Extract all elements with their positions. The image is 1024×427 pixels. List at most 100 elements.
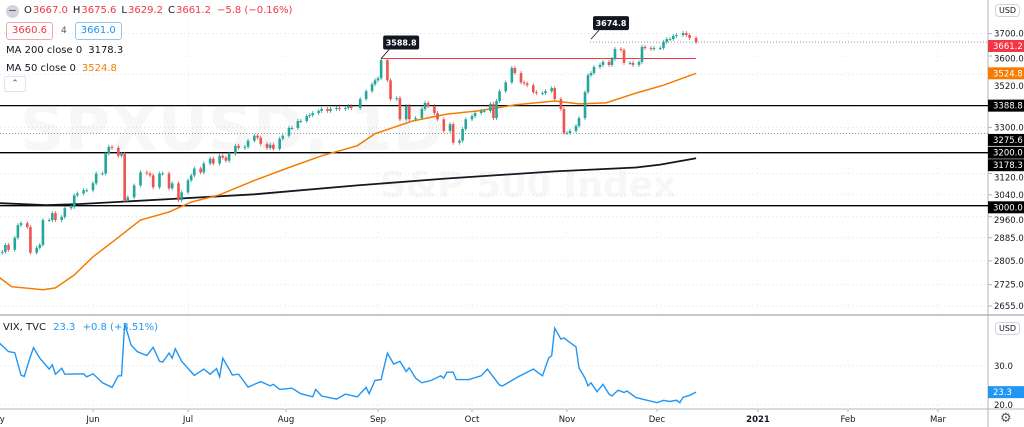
candle[interactable]: [41, 218, 45, 247]
candle[interactable]: [69, 205, 73, 211]
candle[interactable]: [358, 97, 362, 111]
candle[interactable]: [513, 65, 517, 76]
candle[interactable]: [492, 101, 495, 121]
candle[interactable]: [139, 170, 142, 188]
candle[interactable]: [299, 118, 303, 123]
candle[interactable]: [559, 97, 563, 111]
candle[interactable]: [180, 190, 183, 203]
candle[interactable]: [364, 89, 368, 102]
candle[interactable]: [76, 191, 79, 198]
candle[interactable]: [662, 39, 665, 51]
vix-line[interactable]: [0, 323, 697, 404]
candle[interactable]: [643, 44, 647, 51]
candle[interactable]: [395, 96, 399, 102]
currency-button-vix[interactable]: USD: [995, 322, 1021, 335]
candle[interactable]: [85, 188, 89, 193]
candle[interactable]: [193, 166, 196, 178]
candle[interactable]: [281, 133, 285, 141]
candle[interactable]: [622, 48, 626, 65]
candle[interactable]: [652, 46, 656, 51]
candle[interactable]: [0, 249, 4, 255]
candle[interactable]: [91, 181, 95, 193]
candle[interactable]: [186, 178, 190, 195]
candle[interactable]: [525, 81, 529, 88]
candle[interactable]: [489, 101, 492, 113]
candle[interactable]: [688, 33, 691, 40]
candle[interactable]: [541, 91, 544, 96]
candle[interactable]: [110, 144, 114, 150]
candle[interactable]: [208, 156, 212, 166]
candle[interactable]: [495, 98, 498, 121]
candle[interactable]: [218, 153, 221, 166]
candle[interactable]: [344, 106, 347, 111]
candle[interactable]: [498, 89, 501, 103]
candle[interactable]: [504, 80, 508, 94]
vix-legend[interactable]: VIX, TVC 23.3 +0.8 (+3.51%): [3, 322, 158, 333]
candle[interactable]: [311, 111, 315, 118]
buy-button[interactable]: 3661.0: [74, 22, 122, 40]
candle[interactable]: [531, 83, 535, 95]
candle[interactable]: [565, 130, 569, 135]
candle[interactable]: [349, 104, 353, 111]
candle[interactable]: [347, 104, 350, 111]
candle[interactable]: [649, 46, 653, 51]
candle[interactable]: [243, 144, 247, 150]
candle[interactable]: [408, 104, 411, 122]
candle[interactable]: [562, 106, 566, 135]
candle[interactable]: [123, 151, 126, 203]
candle[interactable]: [256, 133, 259, 140]
candle[interactable]: [170, 181, 174, 191]
candle[interactable]: [379, 58, 383, 81]
candle[interactable]: [423, 100, 427, 111]
candle[interactable]: [426, 100, 430, 109]
candle[interactable]: [544, 89, 547, 96]
candle[interactable]: [607, 59, 611, 67]
sell-button[interactable]: 3660.6: [6, 22, 53, 40]
candle[interactable]: [287, 125, 291, 138]
candle[interactable]: [16, 223, 20, 240]
candle[interactable]: [473, 111, 477, 119]
candle[interactable]: [601, 59, 605, 67]
candle[interactable]: [519, 71, 523, 85]
ma200-line[interactable]: [0, 157, 697, 207]
candle[interactable]: [120, 151, 123, 158]
candle[interactable]: [224, 155, 228, 163]
candle[interactable]: [574, 123, 578, 133]
candle[interactable]: [376, 76, 380, 83]
candle[interactable]: [436, 111, 439, 122]
candle[interactable]: [29, 225, 32, 255]
gear-icon[interactable]: ⚙: [1000, 411, 1012, 426]
candle[interactable]: [126, 195, 130, 203]
candle[interactable]: [265, 141, 269, 150]
candle[interactable]: [94, 171, 98, 186]
candle[interactable]: [510, 65, 514, 85]
candle[interactable]: [586, 73, 590, 95]
candle[interactable]: [268, 142, 272, 150]
candle[interactable]: [221, 153, 225, 160]
candle[interactable]: [442, 117, 446, 133]
candle[interactable]: [553, 86, 557, 102]
candle[interactable]: [158, 171, 161, 190]
candle[interactable]: [132, 183, 136, 200]
candle[interactable]: [373, 78, 377, 87]
candle[interactable]: [370, 82, 374, 94]
candle[interactable]: [54, 211, 57, 223]
minus-icon[interactable]: −: [6, 3, 19, 18]
candle[interactable]: [202, 161, 206, 175]
candle[interactable]: [640, 44, 644, 64]
candle[interactable]: [470, 114, 474, 122]
candle[interactable]: [589, 71, 593, 78]
candle[interactable]: [25, 221, 29, 230]
candle[interactable]: [433, 104, 436, 116]
candle[interactable]: [550, 86, 553, 94]
candle[interactable]: [610, 56, 614, 67]
candle[interactable]: [82, 188, 85, 196]
candle[interactable]: [63, 206, 67, 219]
candle[interactable]: [320, 106, 323, 113]
candle[interactable]: [278, 136, 281, 151]
candle[interactable]: [335, 106, 338, 111]
candle[interactable]: [107, 144, 111, 156]
candle[interactable]: [13, 235, 17, 252]
currency-button-main[interactable]: USD: [995, 4, 1021, 17]
